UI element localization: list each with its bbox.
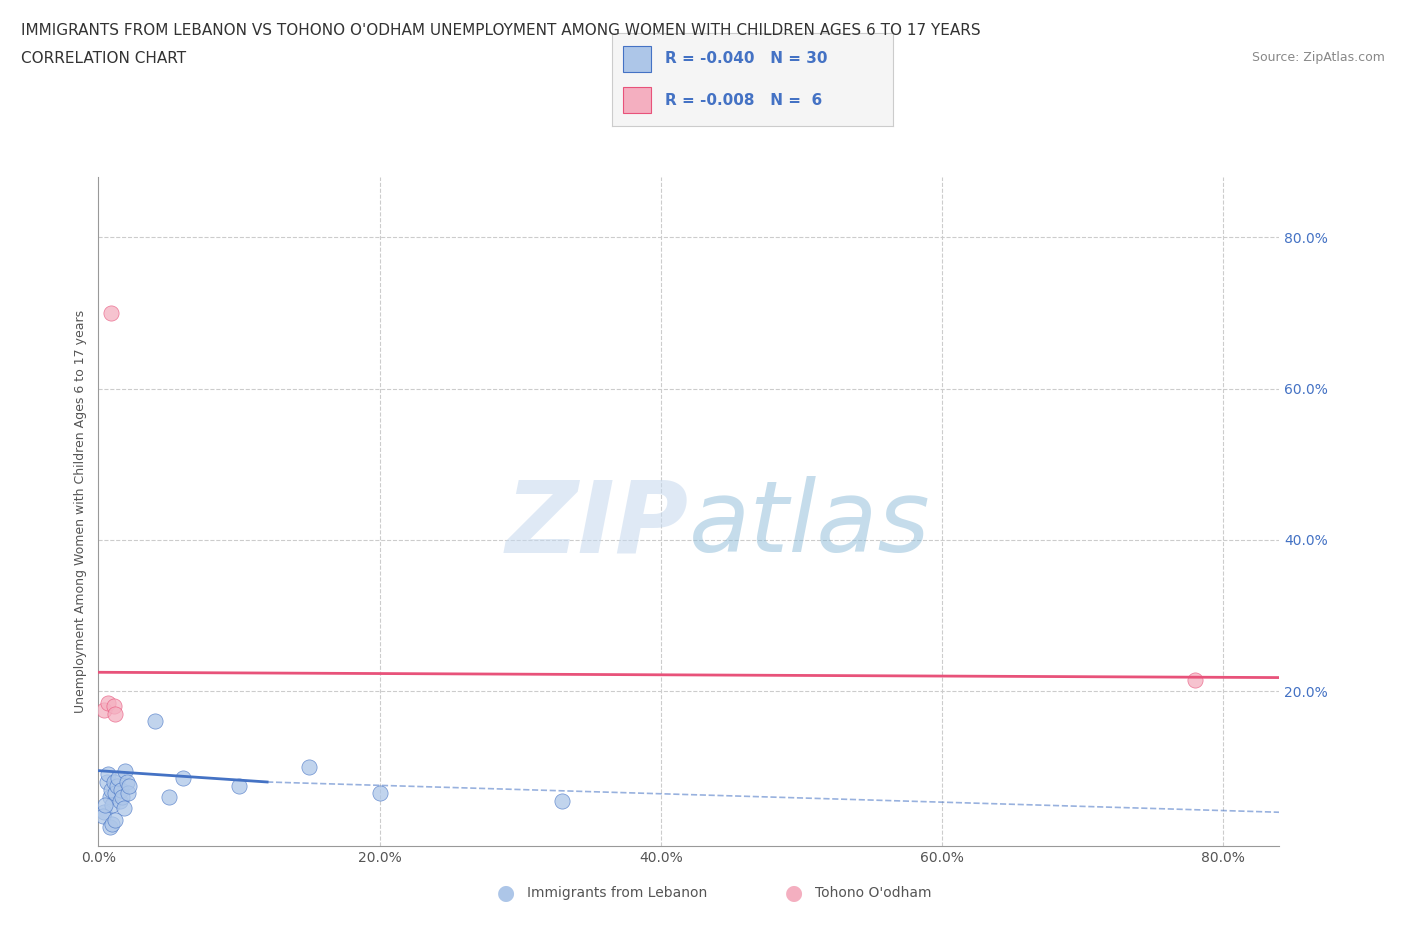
Point (112, 801, 135, 816)
Point (96, 775, 118, 790)
Text: CORRELATION CHART: CORRELATION CHART (21, 51, 186, 66)
Point (115, 775, 138, 790)
Point (98, 820, 121, 835)
Point (97, 767, 120, 782)
Text: ZIP: ZIP (506, 476, 689, 574)
Point (368, 786, 391, 801)
Point (100, 782, 122, 797)
Text: ●: ● (786, 883, 803, 903)
Point (105, 778, 128, 793)
Point (172, 771, 194, 786)
Point (118, 778, 141, 793)
Text: IMMIGRANTS FROM LEBANON VS TOHONO O'ODHAM UNEMPLOYMENT AMONG WOMEN WITH CHILDREN: IMMIGRANTS FROM LEBANON VS TOHONO O'ODHA… (21, 23, 981, 38)
Point (143, 714, 166, 729)
Point (100, 305, 122, 320)
Text: ●: ● (498, 883, 515, 903)
Text: R = -0.008   N =  6: R = -0.008 N = 6 (665, 93, 823, 108)
Point (104, 707, 127, 722)
Point (104, 786, 127, 801)
Y-axis label: Unemployment Among Women with Children Ages 6 to 17 years: Unemployment Among Women with Children A… (75, 310, 87, 713)
Point (93, 703, 115, 718)
Point (157, 790, 180, 804)
Point (101, 817, 124, 831)
Bar (623, 87, 651, 113)
Bar (623, 46, 651, 72)
Point (228, 778, 250, 793)
Point (101, 797, 124, 812)
Point (298, 760, 321, 775)
Point (103, 775, 125, 790)
Text: atlas: atlas (689, 476, 931, 574)
Point (108, 793, 131, 808)
Point (117, 786, 139, 801)
Point (91, 808, 114, 823)
Point (94, 797, 117, 812)
Point (107, 771, 129, 786)
Point (110, 782, 132, 797)
Point (114, 764, 136, 778)
Point (1184, 672, 1206, 687)
Point (104, 813, 127, 828)
Point (551, 793, 574, 808)
Text: Immigrants from Lebanon: Immigrants from Lebanon (527, 885, 707, 900)
Point (103, 698, 125, 713)
Text: Tohono O'odham: Tohono O'odham (815, 885, 932, 900)
Text: Source: ZipAtlas.com: Source: ZipAtlas.com (1251, 51, 1385, 64)
Text: R = -0.040   N = 30: R = -0.040 N = 30 (665, 51, 828, 66)
Point (97, 695, 120, 710)
Point (93, 804, 115, 819)
Point (98, 790, 121, 804)
Point (111, 790, 134, 804)
